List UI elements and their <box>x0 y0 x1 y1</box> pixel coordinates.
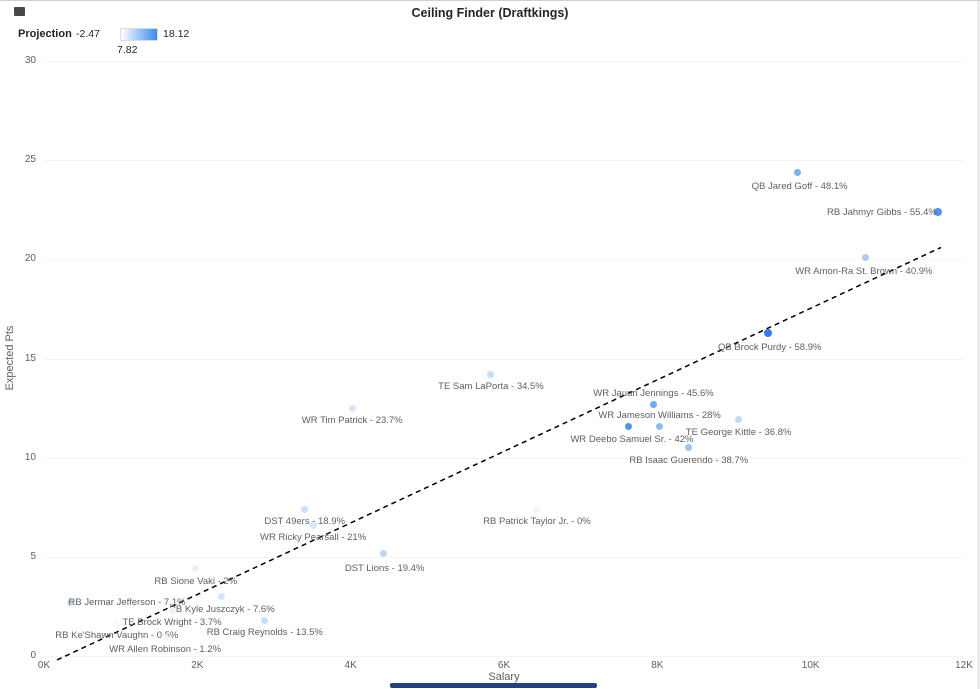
scatter-point[interactable] <box>192 565 200 573</box>
scatter-point[interactable] <box>533 505 541 513</box>
point-label: WR Deebo Samuel Sr. - 42% <box>570 433 694 445</box>
scatter-point[interactable] <box>487 370 495 378</box>
scatter-point[interactable] <box>625 423 633 431</box>
scatter-point[interactable] <box>933 207 942 216</box>
y-gridline <box>44 656 964 657</box>
legend-title: Projection <box>18 28 72 40</box>
y-axis-tick-label: 5 <box>30 550 36 562</box>
scatter-point[interactable] <box>168 606 176 614</box>
legend-min-value: -2.47 <box>76 28 100 40</box>
point-label: TE Sam LaPorta - 34.5% <box>438 381 544 393</box>
point-label: RB Sione Vaki - 2% <box>154 575 238 587</box>
x-axis-tick-label: 12K <box>955 660 973 671</box>
scatter-point[interactable] <box>380 550 388 558</box>
point-label: WR Amon-Ra St. Brown - 40.9% <box>795 266 933 278</box>
point-label: WR Tim Patrick - 23.7% <box>301 415 403 427</box>
x-axis-tick-label: 4K <box>344 660 357 671</box>
scatter-point[interactable] <box>66 598 74 606</box>
point-label: DST Lions - 19.4% <box>344 562 425 574</box>
y-axis-tick-label: 25 <box>24 154 36 166</box>
y-axis-tick-label: 10 <box>24 451 36 463</box>
x-axis-tick-label: 6K <box>497 660 511 671</box>
scatter-point[interactable] <box>650 400 657 408</box>
scatter-point[interactable] <box>348 404 356 412</box>
scatter-point[interactable] <box>656 423 664 431</box>
point-label: TE Brock Wright - 3.7% <box>122 617 222 629</box>
y-axis-tick-label: 0 <box>30 650 36 661</box>
scatter-point[interactable] <box>309 521 317 529</box>
x-axis-tick-label: 2K <box>191 660 204 671</box>
x-axis-tick-label: 0K <box>37 660 51 671</box>
point-label: RB Ke'Shawn Vaughn - 0.5% <box>55 630 179 642</box>
scatter-point[interactable] <box>261 616 269 624</box>
scatter-point[interactable] <box>218 593 226 600</box>
point-label: DST 49ers - 18.9% <box>264 516 345 528</box>
scatter-point[interactable] <box>113 619 121 627</box>
legend-max-value: 18.12 <box>163 28 190 40</box>
y-gridline <box>44 61 964 62</box>
y-gridline <box>44 160 964 162</box>
point-label: RB Jahmyr Gibbs - 55.4% <box>827 206 937 218</box>
legend-mid-value: 7.82 <box>117 44 138 56</box>
horizontal-scrollbar-thumb[interactable] <box>390 683 597 688</box>
scatter-point[interactable] <box>862 253 870 261</box>
point-label: RB Patrick Taylor Jr. - 0% <box>483 516 591 528</box>
point-label: RB Craig Reynolds - 13.5% <box>206 627 323 639</box>
scatter-point[interactable] <box>735 416 743 424</box>
point-label: WR Ricky Pearsall - 21% <box>260 532 367 544</box>
scatter-point[interactable] <box>763 328 772 337</box>
projection-legend: Projection -2.47 18.12 7.82 <box>18 27 238 57</box>
scatter-point[interactable] <box>794 168 802 176</box>
y-axis-tick-label: 30 <box>24 55 36 66</box>
top-left-icon[interactable] <box>14 7 25 16</box>
point-label: WR Jauan Jennings - 45.6% <box>593 388 714 400</box>
point-label: RB Isaac Guerendo - 38.7% <box>629 454 749 466</box>
chart-title: Ceiling Finder (Draftkings) <box>411 6 569 20</box>
point-label: WR Jameson Williams - 28% <box>598 409 721 421</box>
point-label: RB Jermar Jefferson - 7.1% <box>68 597 186 609</box>
x-axis-title: Salary <box>488 671 520 683</box>
point-label: QB Brock Purdy - 58.9% <box>717 341 822 353</box>
x-axis-tick-label: 8K <box>651 660 664 671</box>
y-gridline <box>44 457 964 459</box>
y-gridline <box>44 259 964 261</box>
y-axis-tick-label: 15 <box>24 352 36 364</box>
trendline <box>56 246 942 661</box>
point-label: QB Jared Goff - 48.1% <box>751 181 848 193</box>
y-gridline <box>44 358 964 360</box>
point-label: TE George Kittle - 36.8% <box>685 426 792 438</box>
scatter-point[interactable] <box>301 505 309 513</box>
point-label: RB Kyle Juszczyk - 7.6% <box>169 603 275 615</box>
legend-gradient-bar <box>120 28 158 41</box>
y-gridline <box>44 556 964 558</box>
y-axis-tick-label: 20 <box>24 253 36 265</box>
vertical-scrollbar-track[interactable] <box>977 1 980 689</box>
x-axis-tick-label: 10K <box>801 660 820 671</box>
point-label: WR Allen Robinson - 1.2% <box>109 644 222 656</box>
scatter-point[interactable] <box>685 444 693 452</box>
scatter-point[interactable] <box>161 633 169 641</box>
